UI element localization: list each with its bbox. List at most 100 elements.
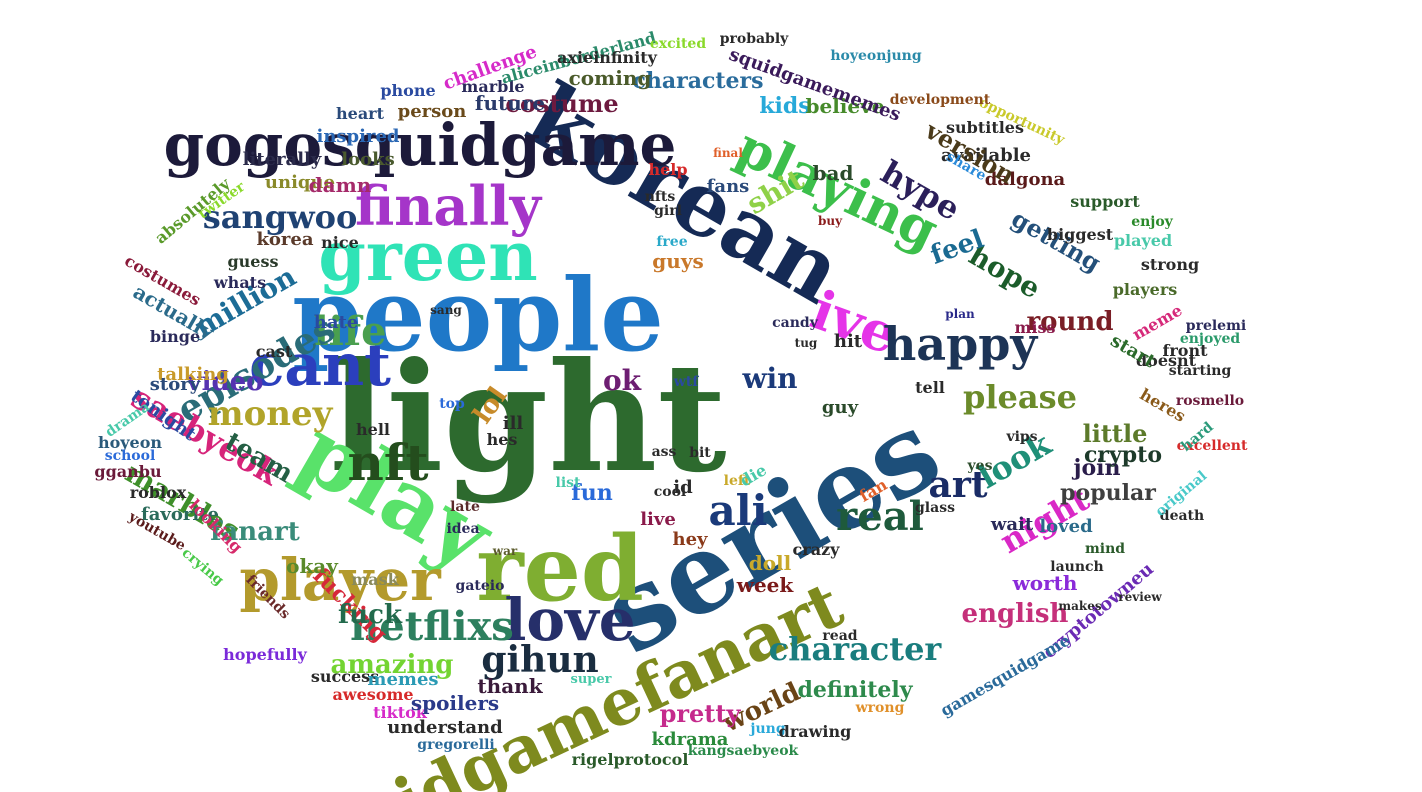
cloud-word: coming xyxy=(569,66,652,90)
cloud-word: bit xyxy=(689,445,711,461)
cloud-word: red xyxy=(476,516,644,622)
cloud-word: awesome xyxy=(332,685,413,704)
cloud-word: round xyxy=(1026,307,1113,337)
cloud-word: nft xyxy=(348,433,429,492)
cloud-word: gogosquidgame xyxy=(164,111,677,179)
cloud-word: heart xyxy=(336,104,385,123)
cloud-word: death xyxy=(1160,508,1204,524)
cloud-word: gihun xyxy=(481,639,598,681)
cloud-word: okay xyxy=(286,554,339,578)
cloud-word: phone xyxy=(380,81,435,100)
cloud-word: development xyxy=(890,92,991,108)
cloud-word: ali xyxy=(708,486,767,535)
cloud-word: drawing xyxy=(779,722,852,741)
cloud-word: meme xyxy=(1129,300,1185,344)
cloud-word: netflixs xyxy=(350,603,514,650)
cloud-word: hit xyxy=(834,331,863,352)
cloud-word: please xyxy=(963,378,1077,416)
cloud-word: idea xyxy=(446,521,479,537)
cloud-word: played xyxy=(1114,231,1172,250)
cloud-word: dalgona xyxy=(985,169,1066,190)
cloud-word: doll xyxy=(749,551,792,575)
cloud-word: amazing xyxy=(331,650,454,680)
cloud-word: week xyxy=(736,573,795,597)
cloud-word: inspired xyxy=(316,126,399,147)
cloud-word: rigelprotocol xyxy=(572,750,689,769)
cloud-word: guess xyxy=(227,252,278,271)
cloud-word: hes xyxy=(487,430,518,449)
cloud-word: binge xyxy=(150,327,200,346)
cloud-word: girl xyxy=(654,203,682,219)
cloud-word: little xyxy=(1083,419,1148,448)
cloud-word: enjoyed xyxy=(1180,331,1241,347)
cloud-word: read xyxy=(822,628,857,644)
cloud-word: hoyeonjung xyxy=(830,48,921,64)
cloud-word: crypto xyxy=(1084,442,1162,468)
cloud-word: war xyxy=(492,544,518,558)
cloud-word: doesnt xyxy=(1136,351,1197,370)
cloud-word: subtitles xyxy=(946,118,1024,137)
cloud-word: tug xyxy=(795,336,818,350)
cloud-word: starting xyxy=(1169,363,1232,379)
cloud-word: hoyeon xyxy=(98,433,162,452)
cloud-word: literally xyxy=(243,149,322,170)
cloud-word: love xyxy=(504,586,635,654)
cloud-word: definitely xyxy=(797,677,913,703)
cloud-word: enjoy xyxy=(1131,214,1173,230)
cloud-word: gregorelli xyxy=(417,737,494,753)
cloud-word: hate xyxy=(314,312,359,333)
cloud-word: crying xyxy=(179,545,227,589)
cloud-word: super xyxy=(571,672,612,687)
cloud-word: rosmello xyxy=(1176,393,1244,409)
cloud-word: wtf xyxy=(673,374,700,390)
cloud-word: hey xyxy=(673,529,709,550)
cloud-word: talking xyxy=(157,364,229,385)
cloud-word: spoilers xyxy=(411,691,499,715)
cloud-word: prelemi xyxy=(1186,318,1246,334)
cloud-word: life xyxy=(313,308,386,355)
cloud-word: ass xyxy=(652,444,677,460)
cloud-word: players xyxy=(1113,280,1178,299)
cloud-word: support xyxy=(1070,192,1140,211)
cloud-word: believe xyxy=(806,94,885,118)
cloud-word: art xyxy=(929,464,988,506)
cloud-word: nfts xyxy=(645,189,676,205)
cloud-word: glass xyxy=(915,500,955,516)
cloud-word: live xyxy=(640,509,676,530)
cloud-word: makes xyxy=(1058,599,1101,613)
cloud-word: popular xyxy=(1060,480,1156,506)
cloud-word: memes xyxy=(367,669,438,690)
cloud-word: biggest xyxy=(1047,225,1114,244)
cloud-word: roblox xyxy=(130,483,187,502)
cloud-word: plan xyxy=(945,307,975,321)
cloud-word: gganbu xyxy=(94,462,162,481)
cloud-word: success xyxy=(311,667,379,686)
cloud-word: loved xyxy=(1039,516,1093,537)
cloud-word: costume xyxy=(505,89,618,118)
cloud-word: strong xyxy=(1141,255,1199,274)
cloud-word: guys xyxy=(652,249,703,273)
cloud-word: future xyxy=(475,91,545,115)
cloud-word: fanart xyxy=(210,517,300,547)
cloud-word: sang xyxy=(430,303,462,317)
cloud-word: light xyxy=(329,330,726,506)
cloud-word: money xyxy=(208,394,334,434)
cloud-word: character xyxy=(769,630,943,668)
cloud-word: late xyxy=(450,499,480,515)
cloud-word: green xyxy=(318,217,537,297)
cloud-word: bad xyxy=(813,161,854,185)
cloud-word: characters xyxy=(632,68,763,94)
cloud-word: fuck xyxy=(338,600,403,630)
cloud-word: cool xyxy=(654,484,687,500)
cloud-word: player xyxy=(239,546,442,614)
cloud-word: finally xyxy=(355,174,543,238)
cloud-word: excellent xyxy=(1177,438,1248,454)
cloud-word: unique xyxy=(265,172,335,193)
cloud-word: list xyxy=(556,475,582,491)
cloud-word: launch xyxy=(1050,559,1103,575)
cloud-word: ill xyxy=(503,413,524,434)
cloud-word: guy xyxy=(822,397,859,418)
cloud-word: yes xyxy=(967,458,993,474)
cloud-word: marble xyxy=(461,77,524,96)
